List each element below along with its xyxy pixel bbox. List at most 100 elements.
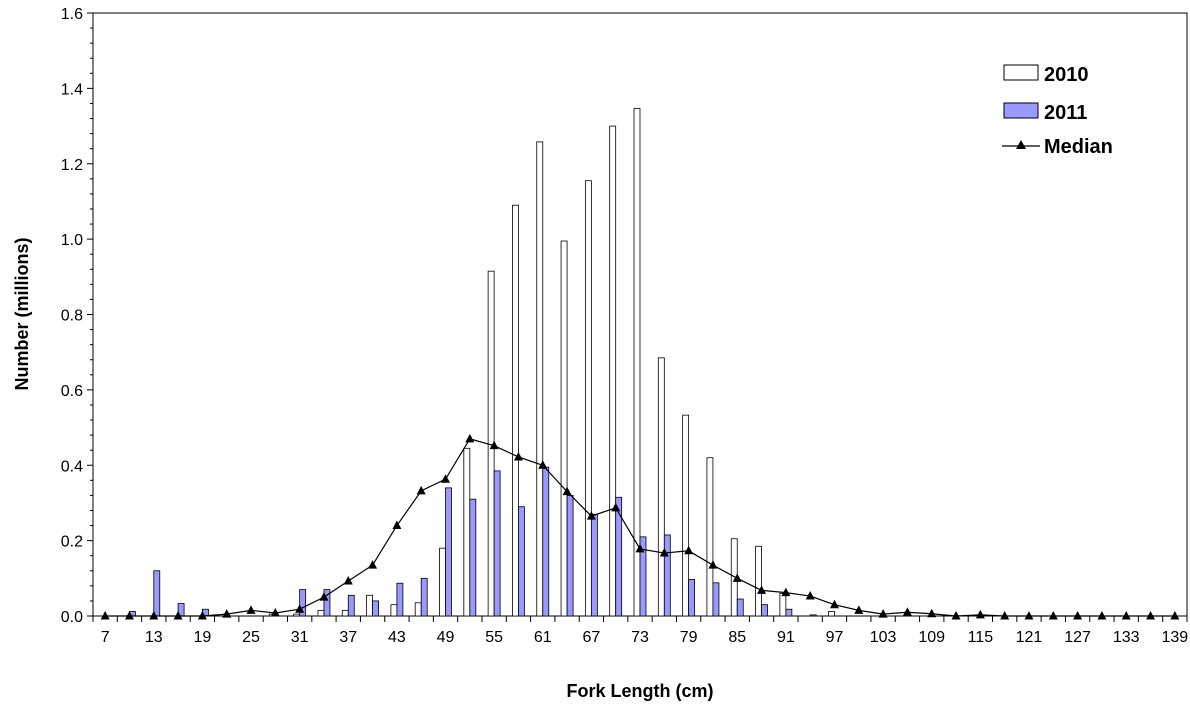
legend-swatch-2010: [1003, 64, 1039, 81]
bar-2010-52: [463, 447, 471, 617]
x-tick-label-37: 37: [339, 629, 357, 646]
median-point-127: [1073, 611, 1083, 620]
x-tick-label-85: 85: [728, 629, 746, 646]
bar-2010-34: [317, 609, 325, 617]
legend: 2010 2011 Median: [1002, 64, 1113, 158]
legend-swatch-median-marker: [1016, 140, 1026, 149]
x-tick-label-25: 25: [242, 629, 260, 646]
bar-2010-49: [439, 547, 446, 617]
bar-2011-40: [372, 600, 379, 617]
median-point-91: [781, 587, 791, 597]
legend-label-median: Median: [1044, 136, 1113, 158]
bar-2011-76: [663, 534, 671, 617]
median-point-22: [222, 609, 232, 618]
bar-2011-82: [712, 582, 720, 617]
median-point-103: [878, 609, 888, 618]
median-point-124: [1048, 611, 1058, 620]
bar-2011-49: [445, 487, 452, 617]
bar-2011-73: [639, 536, 647, 617]
bar-2010-58: [512, 204, 519, 617]
y-tick-label-1.0: 1.0: [61, 232, 83, 249]
median-point-19: [197, 611, 207, 620]
median-point-28: [270, 607, 280, 617]
x-tick-label-61: 61: [534, 629, 552, 646]
x-tick-label-127: 127: [1064, 629, 1091, 646]
median-point-7: [100, 611, 110, 620]
x-tick-label-43: 43: [388, 629, 406, 646]
bar-2010-40: [366, 594, 373, 617]
median-point-136: [1146, 611, 1156, 620]
bar-2011-88: [761, 604, 768, 617]
x-axis-title: Fork Length (cm): [567, 681, 714, 701]
median-point-88: [757, 585, 767, 594]
median-line-group: [100, 433, 1180, 620]
y-tick-label-1.4: 1.4: [61, 81, 83, 98]
median-point-61: [538, 460, 548, 469]
x-tick-label-67: 67: [582, 629, 600, 646]
x-tick-label-91: 91: [777, 629, 795, 646]
bar-2010-64: [560, 240, 568, 617]
x-tick-label-31: 31: [291, 629, 309, 646]
x-tick-label-97: 97: [826, 629, 844, 646]
median-point-58: [513, 451, 523, 461]
bar-2011-70: [615, 496, 623, 617]
median-point-49: [441, 474, 451, 483]
bar-2011-61: [542, 466, 550, 617]
bar-2011-64: [566, 494, 574, 617]
bar-2011-13: [153, 570, 161, 617]
bar-2010-37: [341, 609, 349, 617]
bar-2010-97: [828, 611, 835, 617]
bar-2011-67: [590, 513, 598, 617]
y-tick-label-1.6: 1.6: [61, 6, 83, 23]
median-point-43: [392, 520, 402, 530]
bar-2010-67: [584, 180, 592, 617]
x-tick-label-109: 109: [918, 629, 945, 646]
bar-2011-37: [347, 594, 355, 617]
y-axis-title: Number (millions): [12, 237, 32, 390]
x-tick-label-19: 19: [194, 629, 212, 646]
x-tick-label-49: 49: [437, 629, 455, 646]
median-point-67: [586, 511, 596, 520]
median-point-37: [343, 575, 353, 585]
x-tick-label-55: 55: [485, 629, 503, 646]
x-tick-label-133: 133: [1113, 629, 1140, 646]
bar-2010-76: [657, 357, 665, 617]
bar-2011-52: [469, 498, 477, 617]
bar-2011-85: [736, 598, 744, 617]
median-point-55: [489, 440, 499, 450]
bar-2011-91: [785, 608, 793, 617]
median-point-118: [1000, 611, 1010, 620]
bar-2011-43: [396, 582, 404, 617]
x-tick-label-73: 73: [631, 629, 649, 646]
median-point-85: [732, 573, 742, 582]
x-tick-label-7: 7: [101, 629, 110, 646]
median-point-46: [416, 485, 426, 495]
legend-label-2011: 2011: [1044, 102, 1087, 124]
x-tick-label-79: 79: [680, 629, 698, 646]
median-point-94: [805, 591, 815, 600]
median-point-115: [975, 609, 985, 619]
median-point-76: [659, 548, 669, 557]
y-tick-label-0.8: 0.8: [61, 308, 83, 325]
median-point-52: [465, 433, 475, 443]
y-tick-label-0.0: 0.0: [61, 609, 83, 626]
median-point-112: [951, 611, 961, 620]
x-tick-label-139: 139: [1161, 629, 1188, 646]
bar-2010-91: [779, 592, 787, 617]
median-point-64: [562, 486, 572, 496]
x-tick-label-13: 13: [145, 629, 163, 646]
median-point-109: [927, 608, 937, 618]
bar-2011-34: [323, 589, 331, 617]
bar-2010-79: [682, 414, 690, 617]
median-point-97: [829, 599, 839, 609]
bar-2011-46: [420, 577, 428, 617]
x-tick-label-115: 115: [968, 629, 994, 646]
x-tick-label-103: 103: [870, 629, 897, 646]
bar-2011-55: [493, 470, 501, 617]
bar-2010-82: [706, 457, 714, 617]
median-point-130: [1097, 611, 1107, 620]
y-tick-label-0.4: 0.4: [61, 458, 83, 475]
y-tick-label-0.6: 0.6: [61, 383, 83, 400]
median-point-100: [854, 605, 864, 614]
